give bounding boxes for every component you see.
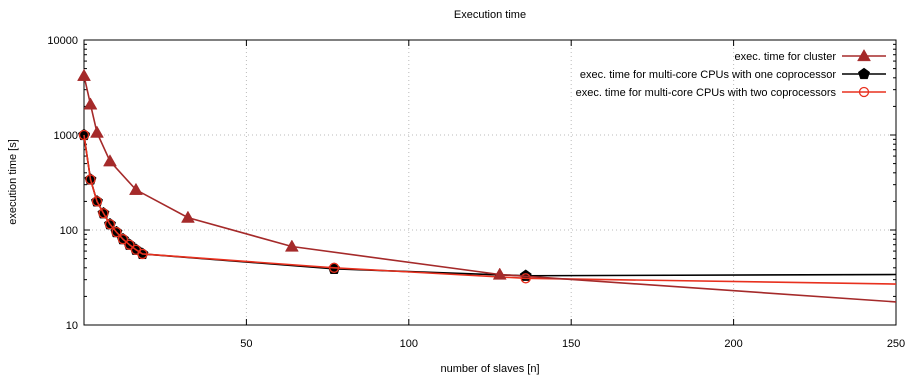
data-point bbox=[104, 219, 116, 230]
chart-title: Execution time bbox=[454, 9, 526, 21]
legend-marker bbox=[858, 86, 870, 98]
legend-marker bbox=[857, 67, 871, 80]
data-point bbox=[137, 248, 148, 260]
data-point bbox=[492, 267, 507, 280]
grid bbox=[84, 40, 896, 325]
data-point bbox=[111, 226, 122, 238]
legend-label: exec. time for cluster bbox=[735, 51, 837, 63]
legend-label: exec. time for multi-core CPUs with one … bbox=[580, 69, 836, 81]
series-1 bbox=[77, 68, 897, 303]
y-axis-label: execution time [s] bbox=[7, 139, 19, 225]
legend: exec. time for cluster exec. time for mul… bbox=[576, 48, 886, 99]
data-point bbox=[328, 262, 340, 273]
legend-marker bbox=[857, 48, 871, 62]
x-tick-label: 250 bbox=[887, 338, 905, 350]
x-tick-label: 50 bbox=[240, 338, 252, 350]
y-tick-label: 10 bbox=[66, 320, 78, 332]
x-tick-label: 200 bbox=[724, 338, 742, 350]
data-point bbox=[83, 97, 98, 110]
data-point bbox=[103, 154, 117, 167]
y-tick-label: 10000 bbox=[47, 35, 78, 47]
data-point bbox=[117, 234, 129, 245]
series-line bbox=[83, 75, 897, 303]
data-point bbox=[77, 68, 91, 81]
series bbox=[77, 68, 897, 303]
data-point bbox=[85, 174, 96, 185]
series-3 bbox=[78, 129, 897, 285]
data-point bbox=[98, 208, 109, 219]
data-point bbox=[91, 196, 103, 207]
plot-frame bbox=[83, 39, 897, 326]
x-axis-label: number of slaves [n] bbox=[440, 363, 539, 375]
x-tick-label: 100 bbox=[400, 338, 418, 350]
data-point bbox=[284, 239, 299, 252]
data-point bbox=[129, 182, 143, 195]
data-point bbox=[520, 273, 531, 284]
y-tick-label: 100 bbox=[60, 225, 78, 237]
legend-label: exec. time for multi-core CPUs with two … bbox=[576, 87, 837, 99]
series-line bbox=[83, 134, 897, 285]
data-point bbox=[78, 129, 90, 141]
axis-ticks: 50 100 150 200 250 10 100 1000 10000 bbox=[47, 35, 905, 350]
x-tick-label: 150 bbox=[562, 338, 580, 350]
series-line bbox=[83, 134, 897, 277]
y-tick-label: 1000 bbox=[54, 130, 78, 142]
data-point bbox=[90, 125, 104, 138]
data-point bbox=[124, 239, 135, 250]
data-point bbox=[181, 210, 195, 223]
